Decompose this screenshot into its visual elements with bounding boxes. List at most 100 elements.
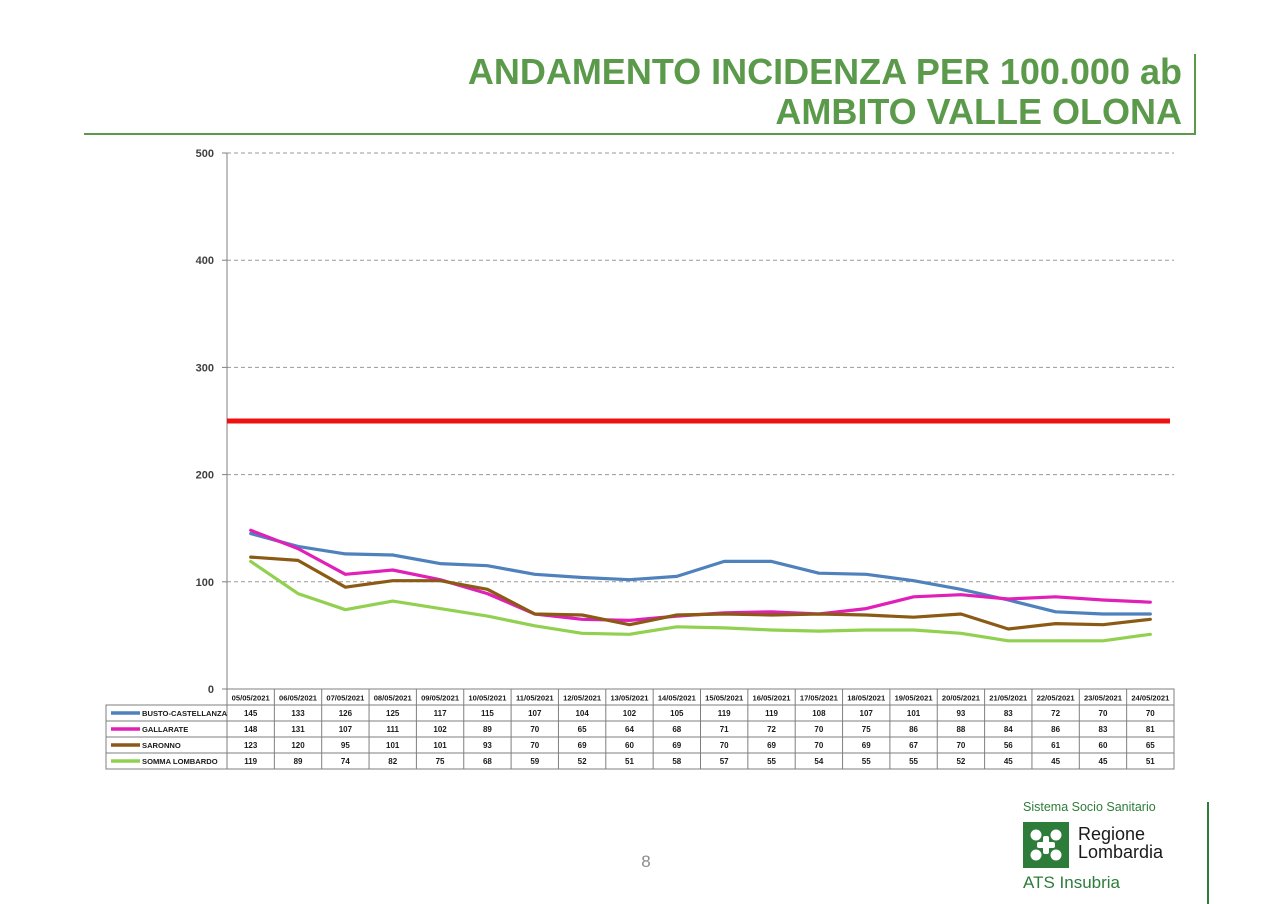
data-value-label: 70 bbox=[956, 741, 965, 750]
x-tick-label: 23/05/2021 bbox=[1084, 694, 1123, 703]
x-tick-label: 20/05/2021 bbox=[942, 694, 981, 703]
title-divider bbox=[84, 133, 1196, 135]
legend-label: GALLARATE bbox=[142, 725, 188, 734]
x-tick-label: 17/05/2021 bbox=[800, 694, 839, 703]
data-value-label: 45 bbox=[1099, 757, 1108, 766]
data-value-label: 86 bbox=[1051, 725, 1060, 734]
data-value-label: 102 bbox=[623, 709, 637, 718]
legend-label: BUSTO-CASTELLANZA bbox=[142, 709, 228, 718]
data-value-label: 60 bbox=[625, 741, 634, 750]
data-value-label: 70 bbox=[530, 741, 539, 750]
data-value-label: 57 bbox=[720, 757, 729, 766]
logo-region-name: Regione Lombardia bbox=[1078, 825, 1163, 861]
logo-region-line2: Lombardia bbox=[1078, 842, 1164, 862]
x-tick-label: 13/05/2021 bbox=[610, 694, 649, 703]
data-value-label: 54 bbox=[814, 757, 823, 766]
data-value-label: 74 bbox=[341, 757, 350, 766]
data-value-label: 56 bbox=[1004, 741, 1013, 750]
y-tick-label: 200 bbox=[196, 470, 214, 482]
y-tick-label: 500 bbox=[196, 148, 214, 160]
data-value-label: 64 bbox=[625, 725, 634, 734]
data-value-label: 125 bbox=[386, 709, 400, 718]
title-side-bar bbox=[1194, 54, 1196, 135]
page-number: 8 bbox=[641, 852, 651, 871]
data-value-label: 126 bbox=[339, 709, 353, 718]
data-value-label: 69 bbox=[767, 741, 776, 750]
legend-label: SARONNO bbox=[142, 741, 181, 750]
data-value-label: 75 bbox=[436, 757, 445, 766]
data-value-label: 70 bbox=[1146, 709, 1155, 718]
data-value-label: 65 bbox=[1146, 741, 1155, 750]
data-value-label: 70 bbox=[720, 741, 729, 750]
data-value-label: 83 bbox=[1099, 725, 1108, 734]
x-tick-label: 21/05/2021 bbox=[989, 694, 1028, 703]
data-value-label: 93 bbox=[483, 741, 492, 750]
x-tick-label: 11/05/2021 bbox=[516, 694, 554, 703]
x-tick-label: 05/05/2021 bbox=[232, 694, 271, 703]
y-tick-label: 400 bbox=[196, 255, 214, 267]
data-value-label: 67 bbox=[909, 741, 918, 750]
data-value-label: 45 bbox=[1004, 757, 1013, 766]
x-tick-label: 24/05/2021 bbox=[1131, 694, 1170, 703]
legend-label: SOMMA LOMBARDO bbox=[142, 757, 218, 766]
data-value-label: 65 bbox=[578, 725, 587, 734]
lombardia-rose-icon bbox=[1023, 822, 1069, 868]
data-value-label: 117 bbox=[434, 709, 447, 718]
x-tick-label: 12/05/2021 bbox=[563, 694, 602, 703]
x-tick-label: 07/05/2021 bbox=[326, 694, 365, 703]
data-value-label: 101 bbox=[433, 741, 447, 750]
data-value-label: 93 bbox=[956, 709, 965, 718]
data-value-label: 115 bbox=[481, 709, 494, 718]
slide-title-line1: ANDAMENTO INCIDENZA PER 100.000 ab bbox=[467, 51, 1182, 92]
data-value-label: 70 bbox=[814, 725, 823, 734]
data-value-label: 119 bbox=[718, 709, 731, 718]
x-tick-label: 15/05/2021 bbox=[705, 694, 744, 703]
data-value-label: 55 bbox=[862, 757, 871, 766]
data-value-label: 119 bbox=[765, 709, 778, 718]
data-value-label: 72 bbox=[767, 725, 776, 734]
x-tick-label: 09/05/2021 bbox=[421, 694, 460, 703]
data-value-label: 120 bbox=[291, 741, 305, 750]
data-value-label: 107 bbox=[860, 709, 874, 718]
data-value-label: 58 bbox=[672, 757, 681, 766]
data-value-label: 59 bbox=[530, 757, 539, 766]
data-value-label: 119 bbox=[244, 757, 257, 766]
data-value-label: 133 bbox=[291, 709, 305, 718]
data-value-label: 131 bbox=[291, 725, 305, 734]
data-value-label: 70 bbox=[530, 725, 539, 734]
y-tick-label: 0 bbox=[208, 684, 214, 696]
data-value-label: 83 bbox=[1004, 709, 1013, 718]
data-value-label: 107 bbox=[339, 725, 353, 734]
data-value-label: 81 bbox=[1146, 725, 1155, 734]
series-line bbox=[249, 528, 1152, 623]
slide-title-line2: AMBITO VALLE OLONA bbox=[775, 91, 1182, 132]
data-value-label: 61 bbox=[1051, 741, 1060, 750]
data-value-label: 108 bbox=[812, 709, 826, 718]
data-value-label: 107 bbox=[528, 709, 542, 718]
data-value-label: 68 bbox=[672, 725, 681, 734]
data-value-label: 45 bbox=[1051, 757, 1060, 766]
data-value-label: 55 bbox=[767, 757, 776, 766]
data-value-label: 71 bbox=[720, 725, 729, 734]
logo-region-line1: Regione bbox=[1078, 824, 1146, 844]
data-value-label: 111 bbox=[386, 725, 399, 734]
series-line bbox=[249, 559, 1152, 643]
x-tick-label: 22/05/2021 bbox=[1037, 694, 1076, 703]
x-tick-label: 14/05/2021 bbox=[658, 694, 697, 703]
data-value-label: 75 bbox=[862, 725, 871, 734]
y-tick-label: 300 bbox=[196, 362, 214, 374]
data-value-label: 84 bbox=[1004, 725, 1013, 734]
data-value-label: 105 bbox=[670, 709, 684, 718]
series-line bbox=[249, 555, 1152, 631]
x-tick-label: 16/05/2021 bbox=[753, 694, 792, 703]
data-value-label: 55 bbox=[909, 757, 918, 766]
x-tick-label: 19/05/2021 bbox=[895, 694, 934, 703]
data-value-label: 60 bbox=[1099, 741, 1108, 750]
data-value-label: 72 bbox=[1051, 709, 1060, 718]
logo-agency-name: ATS Insubria bbox=[1023, 873, 1121, 892]
data-value-label: 123 bbox=[244, 741, 258, 750]
data-value-label: 69 bbox=[862, 741, 871, 750]
data-value-label: 88 bbox=[956, 725, 965, 734]
slide-title: ANDAMENTO INCIDENZA PER 100.000 ab AMBIT… bbox=[468, 52, 1182, 132]
x-tick-label: 18/05/2021 bbox=[847, 694, 886, 703]
